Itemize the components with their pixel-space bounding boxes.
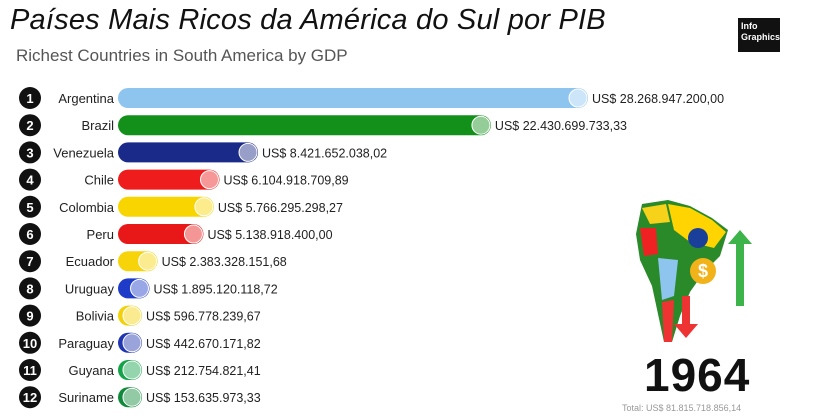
logo-line-1: Info: [741, 21, 758, 31]
bar: [118, 115, 491, 136]
value-label: US$ 5.138.918.400,00: [207, 228, 332, 242]
chart-subtitle: Richest Countries in South America by GD…: [16, 46, 348, 65]
flag-icon: [471, 115, 491, 135]
value-label: US$ 28.268.947.200,00: [592, 92, 724, 106]
rank-number: 9: [26, 309, 33, 324]
flag-icon: [138, 251, 158, 271]
category-label: Argentina: [58, 91, 114, 106]
rank-number: 2: [26, 118, 33, 133]
category-label: Uruguay: [65, 281, 115, 296]
rank-badge: [19, 359, 41, 381]
rank-number: 1: [26, 91, 33, 106]
bar: [118, 224, 204, 244]
flag-icon: [568, 88, 588, 108]
category-label: Colombia: [59, 200, 115, 215]
category-label: Ecuador: [66, 254, 115, 269]
south-america-map-icon: $: [636, 200, 752, 342]
bar: [118, 196, 214, 217]
infographics-logo: Info Graphics: [738, 18, 780, 52]
logo-line-2: Graphics: [741, 32, 781, 42]
rank-badge: [19, 250, 41, 273]
value-label: US$ 442.670.171,82: [146, 337, 261, 351]
bar: [118, 142, 259, 163]
rank-number: 12: [23, 390, 37, 405]
rank-number: 8: [26, 281, 33, 296]
rank-badge: [19, 114, 41, 137]
flag-icon: [122, 333, 142, 353]
bar-chart: 1 Argentina US$ 28.268.947.200,00 2 Brazil US…: [19, 87, 724, 409]
category-label: Chile: [84, 173, 114, 188]
rank-number: 4: [26, 173, 34, 188]
flag-icon: [200, 170, 220, 190]
rank-number: 10: [23, 336, 37, 351]
category-label: Paraguay: [58, 336, 114, 351]
rank-badge: [19, 331, 41, 354]
category-label: Guyana: [68, 363, 114, 378]
flag-icon: [183, 224, 203, 244]
value-label: US$ 6.104.918.709,89: [224, 174, 349, 188]
bar: [118, 169, 220, 190]
rank-badge: [19, 87, 41, 109]
flag-icon: [122, 387, 142, 407]
rank-number: 11: [23, 363, 37, 378]
value-label: US$ 1.895.120.118,72: [154, 282, 278, 296]
flag-icon: [122, 360, 142, 380]
value-label: US$ 153.635.973,33: [146, 391, 261, 405]
rank-badge: [19, 168, 41, 191]
value-label: US$ 8.421.652.038,02: [262, 146, 387, 160]
flag-icon: [238, 142, 258, 162]
value-label: US$ 22.430.699.733,33: [495, 119, 627, 133]
rank-number: 3: [26, 145, 33, 160]
category-label: Peru: [87, 227, 114, 242]
value-label: US$ 596.778.239,67: [146, 310, 261, 324]
category-label: Brazil: [81, 118, 114, 133]
rank-badge: [19, 223, 41, 245]
rank-badge: [19, 195, 41, 218]
rank-badge: [19, 304, 41, 327]
value-label: US$ 5.766.295.298,27: [218, 201, 343, 215]
flag-icon: [122, 306, 142, 326]
rank-badge: [19, 141, 41, 164]
flag-icon: [130, 278, 150, 298]
value-label: US$ 212.754.821,41: [146, 364, 261, 378]
rank-number: 6: [26, 227, 33, 242]
value-label: US$ 2.383.328.151,68: [162, 255, 287, 269]
rank-number: 7: [26, 254, 33, 269]
category-label: Venezuela: [53, 145, 114, 160]
chart-title: Países Mais Ricos da América do Sul por …: [10, 4, 606, 36]
total-label: Total: US$ 81.815.718.856,14: [622, 403, 742, 413]
category-label: Suriname: [58, 390, 114, 405]
rank-badge: [19, 386, 41, 409]
category-label: Bolivia: [76, 309, 115, 324]
svg-text:$: $: [698, 261, 708, 281]
rank-badge: [19, 277, 41, 300]
year-label: 1964: [644, 349, 751, 401]
bar: [118, 88, 588, 108]
rank-number: 5: [26, 200, 33, 215]
flag-icon: [194, 197, 214, 217]
